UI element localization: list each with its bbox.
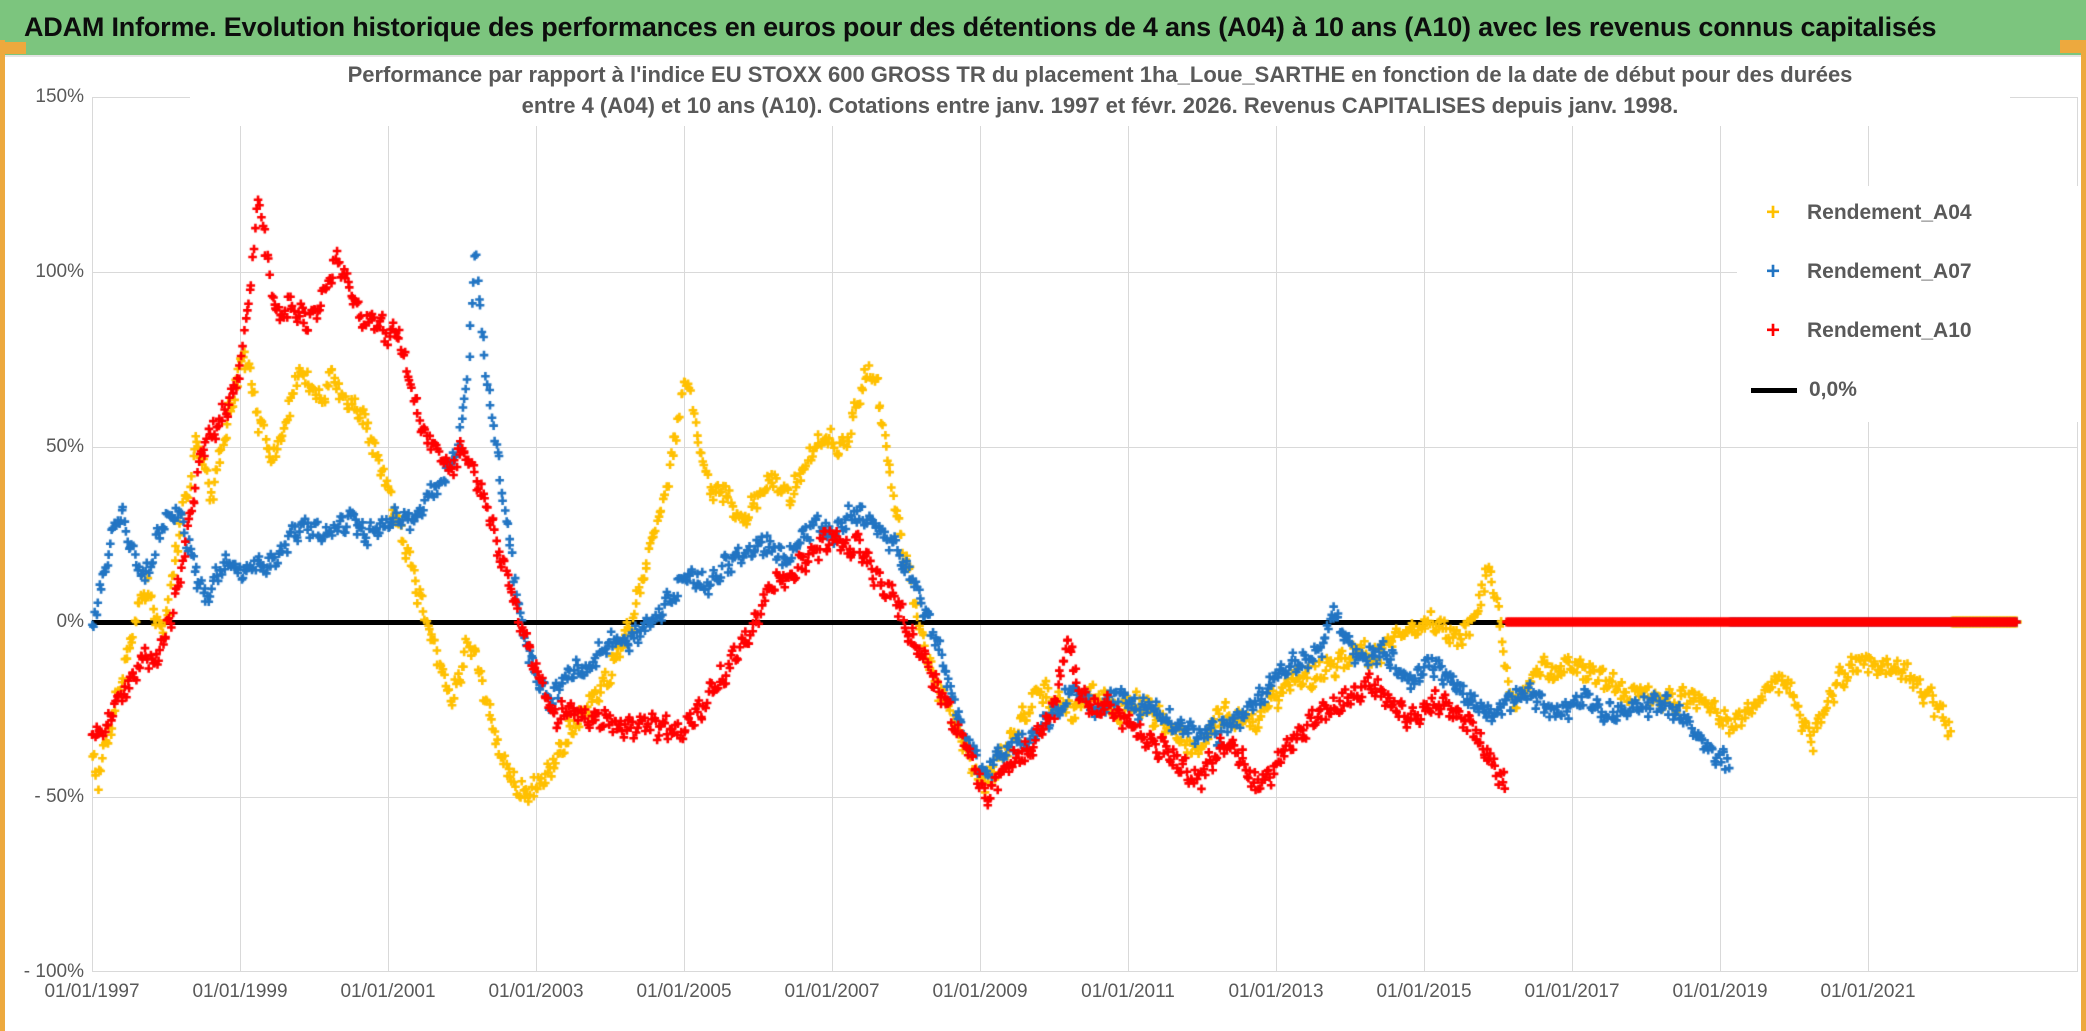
- x-axis-tick-label: 01/01/2001: [340, 981, 436, 1002]
- legend-label: 0,0%: [1809, 378, 1857, 401]
- legend-plus-marker-icon: +: [1765, 317, 1780, 344]
- x-axis-tick-label: 01/01/2003: [488, 981, 584, 1002]
- x-axis-tick-label: 01/01/2005: [636, 981, 732, 1002]
- chart-legend: + Rendement_A04 + Rendement_A07 + Rendement_A…: [1737, 186, 2078, 422]
- x-axis-tick-label: 01/01/2013: [1228, 981, 1324, 1002]
- legend-item: 0,0%: [1751, 375, 1857, 405]
- x-axis-tick-label: 01/01/2011: [1081, 981, 1175, 1002]
- y-axis-tick-label: - 100%: [23, 961, 84, 982]
- legend-zero-line-icon: [1751, 387, 1797, 393]
- y-axis-tick-label: - 50%: [34, 786, 84, 807]
- x-axis-tick-label: 01/01/2009: [932, 981, 1028, 1002]
- y-axis-tick-label: 50%: [45, 436, 84, 457]
- y-axis-tick-label: 150%: [35, 86, 84, 107]
- x-axis-tick-label: 01/01/2021: [1820, 981, 1916, 1002]
- chart-title-line2: entre 4 (A04) et 10 ans (A10). Cotations…: [521, 93, 1679, 118]
- legend-item: + Rendement_A07: [1751, 257, 1972, 287]
- legend-item: + Rendement_A10: [1751, 316, 1972, 346]
- chart-title: Performance par rapport à l'indice EU ST…: [190, 57, 2010, 126]
- legend-item: + Rendement_A04: [1751, 198, 1972, 228]
- legend-label: Rendement_A04: [1807, 201, 1972, 224]
- x-axis-tick-label: 01/01/2019: [1672, 981, 1768, 1002]
- x-axis-tick-label: 01/01/2015: [1376, 981, 1472, 1002]
- legend-label: Rendement_A10: [1807, 319, 1972, 342]
- legend-plus-marker-icon: +: [1765, 258, 1780, 285]
- x-axis-tick-label: 01/01/2007: [784, 981, 880, 1002]
- legend-label: Rendement_A07: [1807, 260, 1972, 283]
- x-axis-tick-label: 01/01/1999: [192, 981, 288, 1002]
- y-axis-tick-label: 100%: [35, 261, 84, 282]
- legend-plus-marker-icon: +: [1765, 199, 1780, 226]
- chart-title-line1: Performance par rapport à l'indice EU ST…: [347, 62, 1853, 87]
- x-axis-tick-label: 01/01/2017: [1524, 981, 1620, 1002]
- x-axis-tick-label: 01/01/1997: [44, 981, 140, 1002]
- y-axis-tick-label: 0%: [56, 611, 84, 632]
